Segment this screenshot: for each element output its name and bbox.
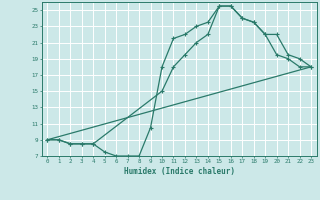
X-axis label: Humidex (Indice chaleur): Humidex (Indice chaleur) — [124, 167, 235, 176]
